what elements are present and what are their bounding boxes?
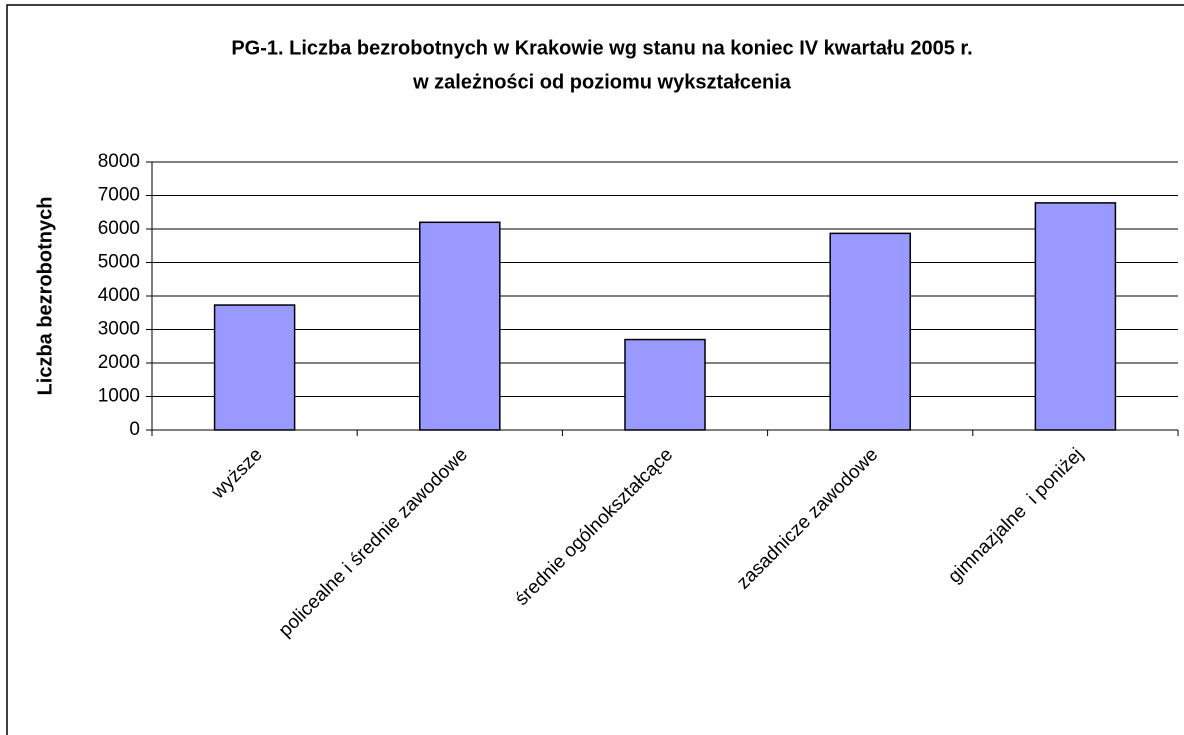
y-tick-label: 7000: [98, 185, 140, 206]
bar: [624, 338, 706, 431]
x-tick-label: gimnazjalne i poniżej: [944, 444, 1087, 587]
chart-title: w zależności od poziomu wykształcenia: [412, 71, 792, 93]
bar: [829, 232, 911, 431]
y-tick-label: 6000: [98, 218, 140, 239]
chart-frame: [6, 4, 1184, 735]
y-tick-label: 5000: [98, 252, 140, 273]
bar: [213, 304, 296, 431]
y-tick-label: 8000: [98, 151, 140, 172]
x-tick-label: zasadnicze zawodowe: [733, 444, 882, 593]
y-axis-title: Liczba bezrobotnych: [34, 197, 56, 396]
x-tick-label: policealne i średnie zawodowe: [275, 444, 472, 641]
chart-title: PG-1. Liczba bezrobotnych w Krakowie wg …: [231, 37, 972, 59]
x-tick-label: wyższe: [207, 444, 267, 504]
bar: [1034, 202, 1117, 431]
y-tick-label: 4000: [98, 285, 140, 306]
y-tick-label: 3000: [98, 319, 140, 340]
bar: [419, 221, 501, 431]
y-tick-label: 0: [129, 419, 140, 440]
x-tick-label: średnie ogólnokształcące: [511, 444, 677, 610]
y-tick-label: 1000: [98, 386, 140, 407]
y-tick-label: 2000: [98, 352, 140, 373]
